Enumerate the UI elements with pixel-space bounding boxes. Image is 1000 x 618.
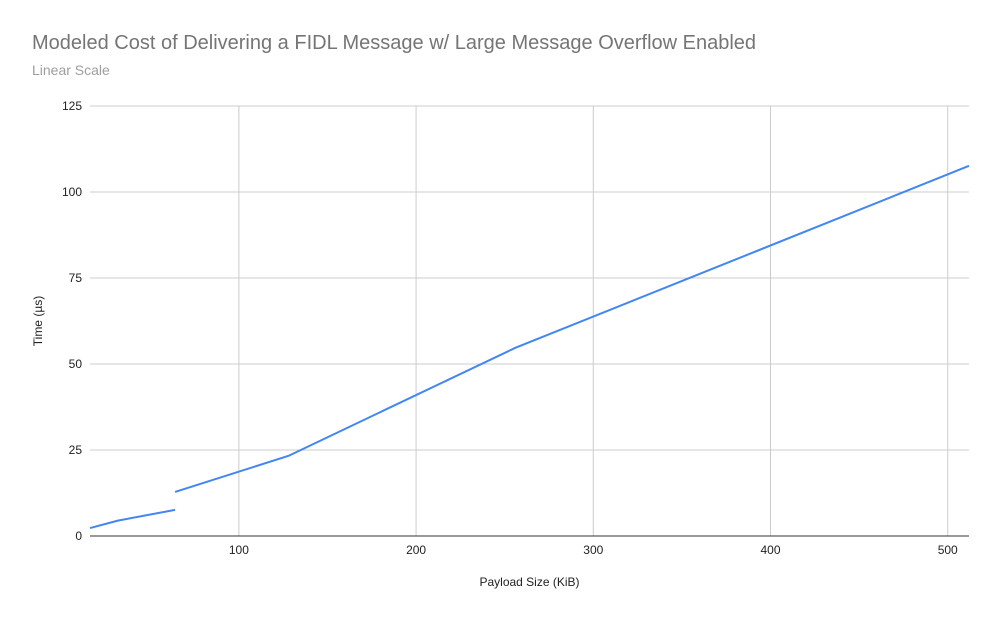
- y-tick-label: 25: [69, 443, 83, 457]
- series-line-segment: [89, 508, 176, 530]
- y-tick-label: 0: [75, 529, 82, 543]
- x-tick-label: 100: [229, 543, 249, 557]
- x-tick-label: 500: [938, 543, 958, 557]
- x-tick-label: 400: [761, 543, 781, 557]
- y-axis-label: Time (µs): [31, 296, 45, 346]
- y-tick-label: 50: [69, 357, 83, 371]
- series-line-segment: [174, 164, 970, 493]
- chart-subtitle: Linear Scale: [32, 62, 110, 78]
- x-tick-label: 300: [583, 543, 603, 557]
- x-axis-label: Payload Size (KiB): [479, 575, 579, 589]
- chart-title: Modeled Cost of Delivering a FIDL Messag…: [32, 32, 757, 54]
- y-tick-label: 100: [62, 185, 82, 199]
- y-tick-label: 75: [69, 271, 83, 285]
- y-tick-label: 125: [62, 99, 82, 113]
- x-tick-label: 200: [406, 543, 426, 557]
